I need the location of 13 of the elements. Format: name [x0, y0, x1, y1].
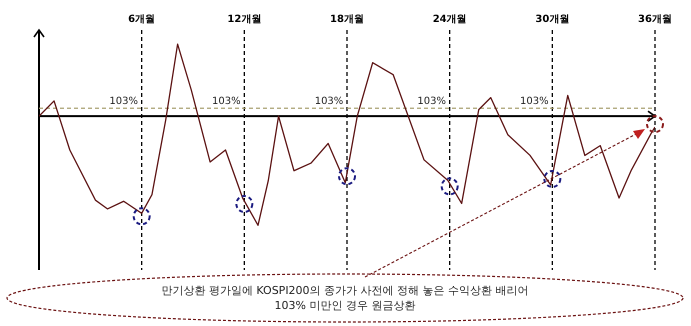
text: 103% 미만인 경우 원금상환: [274, 299, 416, 312]
x-tick-label: 24개월: [432, 14, 467, 25]
annotation: 103%: [520, 96, 549, 108]
annotation: 103%: [212, 96, 241, 108]
x-tick-label: 6개월: [128, 14, 156, 25]
text: 만기상환 평가일에 KOSPI200의 종가가 사전에 정해 놓은 수익상환 배리어: [161, 284, 529, 297]
annotation: 103%: [417, 96, 446, 108]
x-tick-label: 18개월: [330, 14, 364, 25]
x-tick-label: 36개월: [638, 14, 672, 25]
annotation: 103%: [314, 96, 344, 108]
x-tick-label: 30개월: [535, 14, 570, 25]
annotation: 103%: [109, 96, 138, 108]
x-tick-label: 12개월: [227, 14, 262, 25]
